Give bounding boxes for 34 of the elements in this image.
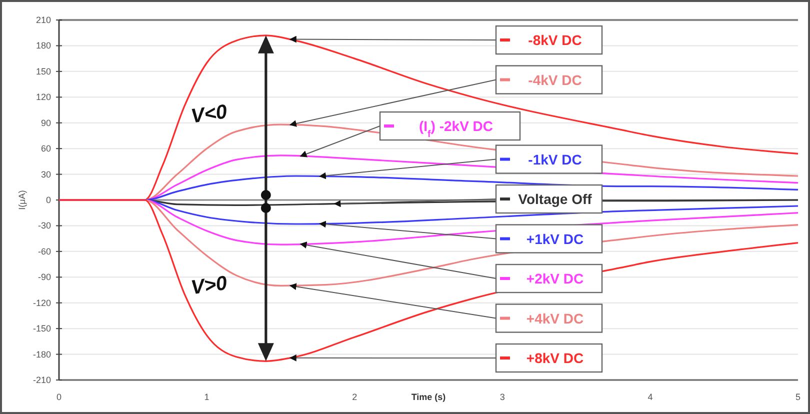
- y-tick-label: -150: [32, 324, 51, 334]
- y-tick-label: 180: [36, 40, 51, 51]
- x-axis-title: Time (s): [411, 392, 446, 402]
- y-tick-label: 210: [36, 15, 51, 25]
- legend-label: +1kV DC: [526, 230, 584, 247]
- y-tick-label: 150: [36, 66, 51, 76]
- y-tick-label: 90: [40, 118, 51, 128]
- legend-label: -4kV DC: [528, 72, 582, 88]
- x-tick-label: 1: [204, 392, 210, 402]
- y-tick-label: -30: [38, 220, 51, 231]
- legend-label: +2kV DC: [526, 270, 584, 286]
- annotation: V>0: [190, 272, 229, 300]
- y-tick-label: -180: [32, 349, 51, 360]
- x-tick-label: 2: [352, 392, 358, 402]
- y-tick-label: 60: [40, 144, 51, 154]
- legend-label: -8kV DC: [528, 32, 582, 48]
- legend-label: -1kV DC: [528, 151, 582, 168]
- legend-label: +4kV DC: [526, 310, 584, 326]
- annotation: V<0: [190, 100, 229, 128]
- x-tick-label: 0: [56, 392, 62, 402]
- x-tick-label: 5: [795, 392, 801, 402]
- legend-label: Voltage Off: [518, 191, 592, 207]
- y-tick-label: -210: [32, 375, 51, 385]
- legend-label: +8kV DC: [526, 350, 584, 366]
- y-tick-label: 30: [40, 169, 51, 180]
- y-tick-label: 120: [36, 92, 51, 102]
- legend-label: (I$_{f}$) -2kV DC: [418, 118, 494, 140]
- x-tick-label: 4: [648, 392, 653, 402]
- y-tick-label: 0: [46, 195, 51, 205]
- x-tick-label: 3: [500, 392, 505, 402]
- y-tick-label: -120: [32, 298, 51, 308]
- y-axis-title: I(μA): [17, 190, 27, 210]
- y-tick-label: -90: [38, 272, 51, 282]
- y-tick-label: -60: [38, 246, 51, 256]
